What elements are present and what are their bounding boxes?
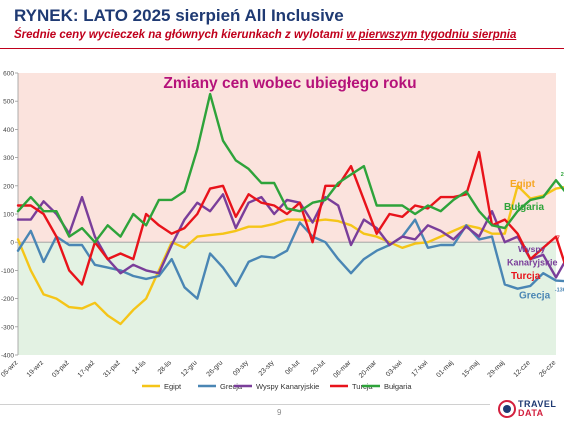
x-tick-label: 09-sty [232, 359, 250, 377]
x-tick-label: 06-mar [332, 359, 353, 380]
x-tick-label: 06-lut [284, 359, 301, 376]
y-tick-label: -400 [1, 353, 14, 360]
series-line-grecja [16, 218, 564, 300]
subtitle-underlined: w pierwszym tygodniu sierpnia [346, 29, 517, 41]
series-line-turcja [16, 150, 564, 286]
series-line-egipt [16, 184, 564, 326]
x-tick-label: 01-maj [435, 359, 455, 379]
y-tick-label: 400 [3, 127, 14, 134]
series-end-label: Grecja [519, 291, 551, 302]
x-tick-label: 28-lis [157, 359, 174, 376]
page-subtitle: Średnie ceny wycieczek na głównych kieru… [14, 29, 516, 41]
series-end-label: Wyspy [518, 244, 546, 254]
header-divider [0, 48, 564, 49]
y-tick-label: -200 [1, 296, 14, 303]
y-tick-label: 100 [3, 212, 14, 219]
x-tick-label: 15-maj [461, 359, 481, 379]
x-tick-label: 20-lut [310, 359, 327, 376]
data-label: 7 [557, 235, 560, 241]
series-end-label: Egipt [510, 179, 536, 190]
y-tick-label: 600 [3, 71, 14, 78]
data-label: 220 [561, 172, 564, 178]
series-end-label: Turcja [511, 271, 541, 282]
x-tick-label: 05-wrz [0, 359, 20, 379]
x-tick-label: 17-paź [77, 359, 97, 379]
series-line-bułgaria [16, 92, 564, 244]
logo-circle-icon [498, 400, 516, 418]
legend-label: Grecja [220, 382, 243, 391]
footer-divider [0, 404, 490, 405]
logo-text-line1: TRAVEL [518, 399, 557, 409]
price-change-chart: -400 -300 -200 -100 0 100 200 300 400 500 600 05-wr… [0, 71, 564, 391]
y-tick-label: 300 [3, 155, 14, 162]
x-tick-label: 12-cze [512, 359, 532, 379]
x-tick-label: 26-gru [206, 359, 225, 378]
y-tick-label: -300 [1, 324, 14, 331]
x-tick-label: 31-paź [102, 359, 122, 379]
subtitle-main: Średnie ceny wycieczek na głównych kieru… [14, 29, 347, 41]
page-number: 9 [277, 408, 282, 417]
y-tick-label: 500 [3, 99, 14, 106]
series-line-wyspy-kanaryjskie [16, 193, 564, 279]
series-end-label: Bułgaria [504, 202, 544, 213]
x-tick-label: 12-gru [180, 359, 199, 378]
negative-zone-background [18, 242, 556, 355]
series-end-label: Kanaryjskie [507, 257, 558, 267]
page-title: RYNEK: LATO 2025 sierpień All Inclusive [14, 6, 344, 25]
travel-data-logo: TRAVEL DATA [498, 399, 558, 419]
x-tick-label: 26-cze [538, 359, 558, 379]
data-label: -136 [555, 288, 564, 294]
x-tick-label: 29-maj [487, 359, 507, 379]
logo-text-line2: DATA [518, 408, 544, 418]
x-tick-label: 20-mar [358, 359, 379, 380]
x-tick-label: 14-lis [131, 359, 148, 376]
legend-label: Bułgaria [384, 382, 412, 391]
chart-title: Zmiany cen wobec ubiegłego roku [163, 75, 416, 92]
positive-zone-background [18, 73, 556, 243]
x-tick-label: 17-kwi [410, 359, 429, 378]
legend-label: Wyspy Kanaryjskie [256, 382, 319, 391]
y-tick-label: -100 [1, 268, 14, 275]
y-tick-label: 0 [10, 240, 14, 247]
x-tick-label: 03-paź [51, 359, 71, 379]
x-tick-label: 23-sty [258, 359, 276, 377]
y-tick-label: 200 [3, 183, 14, 190]
legend-label: Egipt [164, 382, 182, 391]
x-tick-label: 03-kwi [385, 359, 404, 378]
x-tick-label: 19-wrz [26, 359, 46, 379]
